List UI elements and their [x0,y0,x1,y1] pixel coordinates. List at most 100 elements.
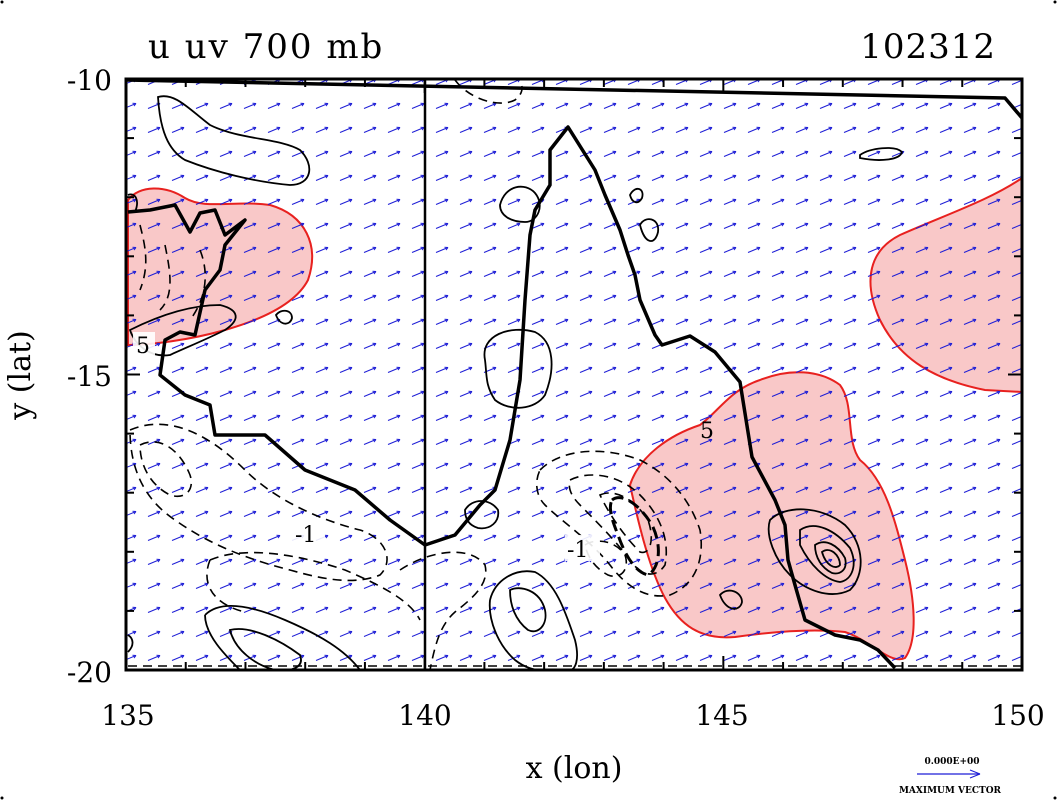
wind-vector [315,223,329,229]
wind-vector [555,223,569,229]
wind-vector [891,271,905,277]
wind-vector [339,295,353,301]
wind-vector [315,655,329,661]
wind-vector [459,535,473,541]
wind-vector-head [228,438,233,443]
wind-vector [723,127,737,133]
wind-vector [699,271,713,277]
wind-vector-head [564,486,569,491]
wind-vector [747,247,761,253]
wind-vector-head [852,414,857,419]
wind-vector-head [876,462,881,467]
wind-vector [675,127,689,133]
wind-vector-head [516,270,521,275]
wind-vector-head [948,462,953,467]
wind-vector-head [804,486,809,491]
wind-vector-head [228,150,233,155]
wind-vector [435,343,449,349]
wind-vector-head [372,486,377,491]
wind-vector [579,367,593,373]
wind-vector-head [324,294,329,299]
wind-vector-head [996,606,1001,611]
wind-vector-head [780,126,785,131]
wind-vector [699,391,713,397]
wind-vector [507,559,521,565]
solid-contour [274,309,293,325]
wind-vector-head [156,630,161,635]
wind-vector-head [132,222,137,227]
wind-vector [915,511,929,517]
wind-vector-head [660,558,665,563]
wind-vector [1011,631,1022,637]
wind-vector [1011,511,1022,517]
wind-vector-head [396,222,401,227]
wind-vector [819,319,833,325]
wind-vector-head [636,150,641,155]
wind-vector [555,415,569,421]
wind-vector-head [660,486,665,491]
wind-vector-head [684,438,689,443]
wind-vector-head [948,534,953,539]
wind-vector [915,655,929,661]
wind-vector [1011,223,1022,229]
wind-vector-head [564,414,569,419]
wind-vector [171,247,185,253]
wind-vector [315,415,329,421]
wind-vector [843,175,857,181]
wind-vector-head [588,174,593,179]
wind-vector-head [732,438,737,443]
wind-vector-head [612,462,617,467]
wind-vector-head [636,558,641,563]
wind-vector-head [996,558,1001,563]
wind-vector [579,607,593,613]
wind-vector-head [324,606,329,611]
wind-vector-head [732,198,737,203]
wind-vector [939,319,953,325]
wind-vector [483,415,497,421]
wind-vector [507,343,521,349]
wind-vector-head [588,342,593,347]
wind-vector [699,175,713,181]
wind-vector-head [564,174,569,179]
wind-vector [843,439,857,445]
wind-vector-head [228,606,233,611]
wind-vector-head [252,462,257,467]
wind-vector [411,463,425,469]
wind-vector-head [300,558,305,563]
wind-vector [843,103,857,109]
wind-vector-head [780,582,785,587]
wind-vector [483,175,497,181]
wind-vector-head [804,270,809,275]
wind-vector [387,103,401,109]
wind-vector-head [540,126,545,131]
wind-vector [483,655,497,661]
wind-vector [219,607,233,613]
wind-vector-head [660,270,665,275]
wind-vector-head [660,198,665,203]
wind-vector-head [684,294,689,299]
wind-vector [363,559,377,565]
wind-vector [939,583,953,589]
wind-vector [243,223,257,229]
wind-vector [267,151,281,157]
wind-vector [603,655,617,661]
wind-vector [459,223,473,229]
wind-vector-head [252,438,257,443]
wind-vector-head [876,414,881,419]
wind-vector [171,343,185,349]
wind-vector-head [228,534,233,539]
wind-vector [411,127,425,133]
wind-vector [747,199,761,205]
contour-label: 5 [136,334,150,359]
wind-vector-head [180,150,185,155]
wind-vector-head [900,102,905,107]
wind-vector-head [156,294,161,299]
wind-vector-head [516,582,521,587]
wind-vector-head [228,294,233,299]
wind-vector-head [492,438,497,443]
wind-vector-head [996,126,1001,131]
wind-vector-head [396,390,401,395]
wind-vector-head [900,270,905,275]
wind-vector [483,439,497,445]
wind-vector-head [492,606,497,611]
